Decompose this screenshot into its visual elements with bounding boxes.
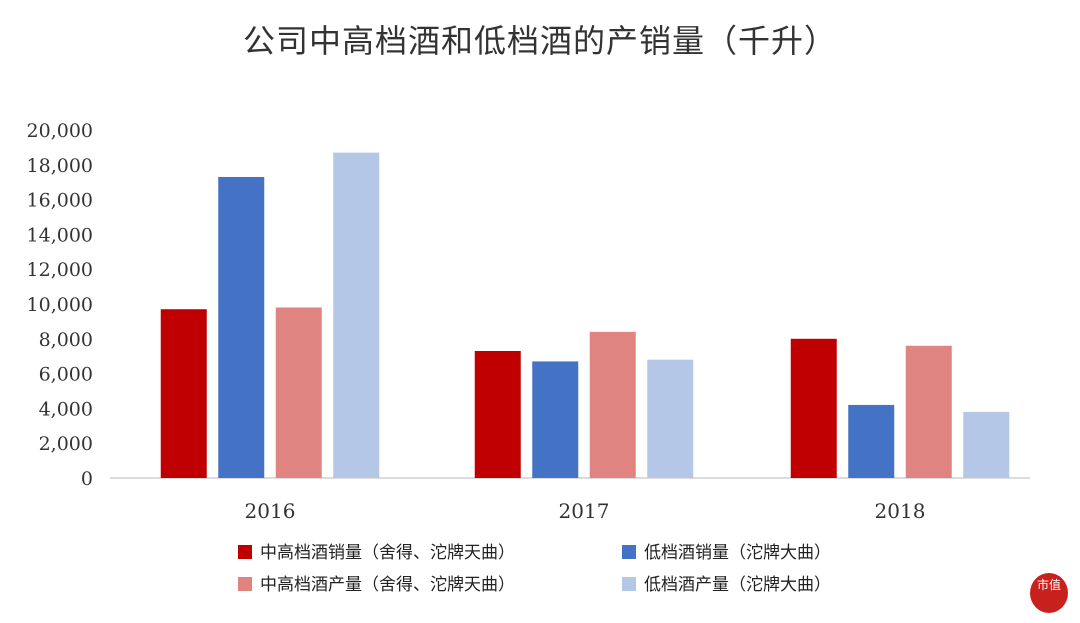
y-tick-label: 4,000 — [39, 398, 93, 420]
y-tick-label: 10,000 — [27, 294, 93, 316]
y-tick-label: 2,000 — [39, 433, 93, 455]
x-axis: 2016 2017 2018 — [110, 477, 1030, 523]
bars — [160, 152, 1010, 479]
legend-item-low-end-production: 低档酒产量（沱牌大曲） — [622, 570, 831, 595]
x-tick-label: 2018 — [875, 499, 926, 523]
legend: 中高档酒销量（舍得、沱牌天曲） 低档酒销量（沱牌大曲） 中高档酒产量（舍得、沱牌… — [238, 538, 938, 598]
legend-label: 中高档酒销量（舍得、沱牌天曲） — [260, 543, 515, 563]
legend-swatch — [238, 577, 252, 591]
y-tick-label: 18,000 — [27, 155, 93, 177]
legend-label: 低档酒销量（沱牌大曲） — [644, 543, 831, 563]
brand-logo: 市值 — [1030, 573, 1068, 613]
x-tick-label: 2016 — [245, 499, 296, 523]
legend-item-high-end-production: 中高档酒产量（舍得、沱牌天曲） — [238, 570, 515, 595]
bar-2018-series-1 — [848, 404, 895, 478]
bar-2018-series-2 — [905, 345, 952, 478]
bar-2017-series-3 — [647, 359, 694, 478]
bar-2016-series-3 — [333, 152, 380, 478]
bar-2016-series-0 — [160, 309, 207, 478]
bar-2017-series-1 — [532, 361, 579, 478]
legend-label: 中高档酒产量（舍得、沱牌天曲） — [260, 575, 515, 595]
bar-2017-series-0 — [474, 350, 521, 478]
y-tick-label: 0 — [81, 468, 93, 490]
bar-2016-series-1 — [218, 176, 265, 479]
y-tick-label: 20,000 — [27, 120, 93, 142]
chart-title: 公司中高档酒和低档酒的产销量（千升） — [242, 22, 837, 60]
legend-label: 低档酒产量（沱牌大曲） — [644, 575, 831, 595]
legend-item-low-end-sales: 低档酒销量（沱牌大曲） — [622, 538, 831, 563]
y-tick-label: 12,000 — [27, 259, 93, 281]
x-tick-label: 2017 — [559, 499, 610, 523]
bar-2018-series-0 — [790, 338, 837, 478]
y-axis: 0 2,000 4,000 6,000 8,000 10,000 12,000 14,000 1… — [27, 120, 93, 490]
y-tick-label: 8,000 — [39, 329, 93, 351]
y-tick-label: 14,000 — [27, 224, 93, 246]
y-tick-label: 6,000 — [39, 364, 93, 386]
bar-2018-series-3 — [963, 411, 1010, 478]
bar-2016-series-2 — [275, 307, 322, 478]
legend-swatch — [622, 545, 636, 559]
legend-item-high-end-sales: 中高档酒销量（舍得、沱牌天曲） — [238, 538, 515, 563]
legend-swatch — [238, 545, 252, 559]
y-tick-label: 16,000 — [27, 190, 93, 212]
legend-swatch — [622, 577, 636, 591]
bar-2017-series-2 — [589, 331, 636, 478]
